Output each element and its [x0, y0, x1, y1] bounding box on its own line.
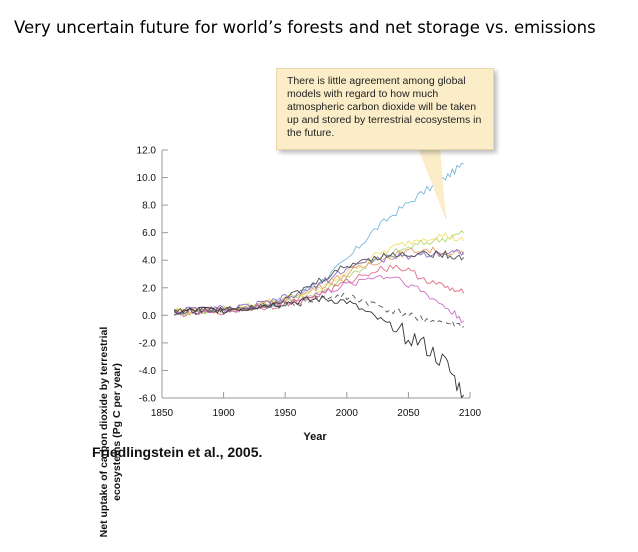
series-line-1	[174, 162, 464, 316]
y-tick-label: 0.0	[142, 311, 156, 322]
x-tick-label: 2050	[397, 408, 420, 419]
x-tick-label: 1850	[151, 408, 174, 419]
y-tick-label: -2.0	[139, 338, 157, 349]
x-axis-title: Year	[303, 431, 327, 443]
y-tick-label: 10.0	[137, 173, 157, 184]
series-line-5	[174, 264, 465, 318]
x-tick-label: 1900	[212, 408, 235, 419]
callout-box: There is little agreement among global m…	[276, 68, 494, 150]
callout-pointer-fill	[418, 148, 446, 220]
citation: Friedlingstein et al., 2005.	[92, 444, 263, 460]
series-line-2	[173, 230, 465, 316]
chart-series	[173, 162, 465, 398]
y-tick-label: 12.0	[137, 146, 157, 157]
y-tick-label: 4.0	[142, 256, 156, 267]
series-line-4	[174, 246, 465, 315]
x-tick-label: 2000	[336, 408, 359, 419]
chart-axes: 12.0 10.0 8.0 6.0 4.0 2.0 0.0 -2.0 -4.0 -6.0 1850 1…	[137, 146, 482, 420]
chart: 12.0 10.0 8.0 6.0 4.0 2.0 0.0 -2.0 -4.0 -6.0 1850 1…	[137, 146, 482, 444]
series-line-10	[174, 292, 465, 329]
series-line-7	[174, 249, 465, 315]
y-tick-label: 6.0	[142, 228, 156, 239]
slide-title: Very uncertain future for world’s forest…	[14, 18, 596, 37]
series-line-6	[173, 275, 465, 324]
y-tick-label: -6.0	[139, 394, 157, 405]
series-line-9	[173, 295, 465, 398]
y-axis-title: Net uptake of carbon dioxide by terrestr…	[98, 326, 123, 538]
x-tick-label: 1950	[274, 408, 297, 419]
y-tick-label: -4.0	[139, 366, 157, 377]
series-line-8	[174, 250, 465, 315]
y-tick-label: 8.0	[142, 201, 156, 212]
y-tick-label: 2.0	[142, 283, 156, 294]
x-tick-label: 2100	[459, 408, 482, 419]
